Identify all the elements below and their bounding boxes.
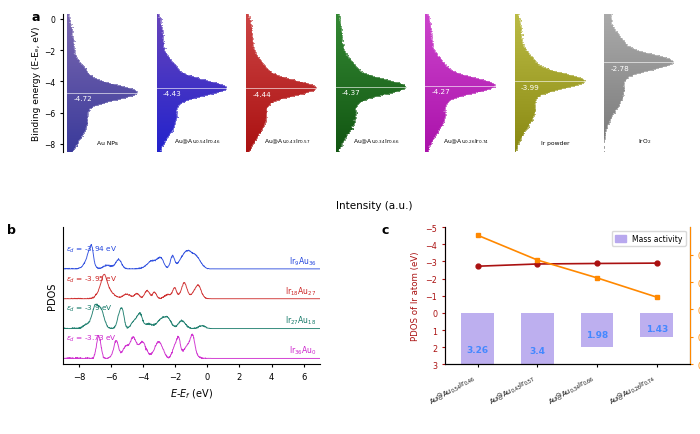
Text: Au@Au$_{0.26}$Ir$_{0.74}$: Au@Au$_{0.26}$Ir$_{0.74}$ — [442, 137, 489, 146]
X-axis label: $E$-$E_f$ (eV): $E$-$E_f$ (eV) — [170, 387, 213, 400]
Y-axis label: Binding energy (E-Eₑ, eV): Binding energy (E-Eₑ, eV) — [32, 26, 41, 141]
Text: b: b — [6, 224, 15, 237]
Bar — [461, 313, 494, 369]
Text: $\varepsilon_d$ = -3.95 eV: $\varepsilon_d$ = -3.95 eV — [66, 274, 118, 284]
Text: Ir$_{18}$Au$_{27}$: Ir$_{18}$Au$_{27}$ — [286, 284, 316, 297]
Text: 3.26: 3.26 — [467, 345, 489, 354]
Text: Au NPs: Au NPs — [97, 141, 118, 146]
Text: -4.37: -4.37 — [342, 90, 360, 96]
Text: Intensity (a.u.): Intensity (a.u.) — [336, 201, 413, 210]
Legend: Mass activity: Mass activity — [612, 231, 686, 247]
Text: c: c — [382, 224, 388, 237]
Text: IrO$_2$: IrO$_2$ — [638, 137, 652, 146]
Text: 1.43: 1.43 — [645, 325, 668, 334]
Text: -4.44: -4.44 — [253, 91, 272, 97]
Bar — [640, 313, 673, 338]
Text: Ir powder: Ir powder — [541, 141, 570, 146]
Text: 1.98: 1.98 — [586, 331, 608, 340]
Bar — [581, 313, 613, 347]
Text: -2.78: -2.78 — [610, 66, 629, 72]
Text: Ir$_9$Au$_{36}$: Ir$_9$Au$_{36}$ — [288, 255, 316, 267]
Y-axis label: PDOS: PDOS — [48, 283, 57, 310]
Text: Au@Au$_{0.43}$Ir$_{0.57}$: Au@Au$_{0.43}$Ir$_{0.57}$ — [264, 137, 310, 146]
Text: 3.4: 3.4 — [529, 346, 545, 355]
Text: Au@Au$_{0.34}$Ir$_{0.66}$: Au@Au$_{0.34}$Ir$_{0.66}$ — [353, 137, 400, 146]
Text: a: a — [32, 11, 40, 24]
Text: Au@Au$_{0.54}$Ir$_{0.46}$: Au@Au$_{0.54}$Ir$_{0.46}$ — [174, 137, 220, 146]
Text: Ir$_{27}$Au$_{18}$: Ir$_{27}$Au$_{18}$ — [286, 314, 316, 327]
Text: -4.27: -4.27 — [432, 89, 450, 95]
Bar — [521, 313, 554, 372]
Text: $\varepsilon_d$ = -3.94 eV: $\varepsilon_d$ = -3.94 eV — [66, 244, 118, 254]
Text: $\varepsilon_d$ = -3.9 eV: $\varepsilon_d$ = -3.9 eV — [66, 303, 113, 314]
Text: Ir$_{36}$Au$_0$: Ir$_{36}$Au$_0$ — [288, 344, 316, 356]
Text: -3.99: -3.99 — [521, 84, 540, 90]
Text: -4.72: -4.72 — [74, 95, 92, 102]
Y-axis label: PDOS of Ir atom (eV): PDOS of Ir atom (eV) — [411, 251, 420, 341]
Text: -4.43: -4.43 — [163, 91, 182, 97]
Text: $\varepsilon_d$ = -3.73 eV: $\varepsilon_d$ = -3.73 eV — [66, 333, 117, 343]
